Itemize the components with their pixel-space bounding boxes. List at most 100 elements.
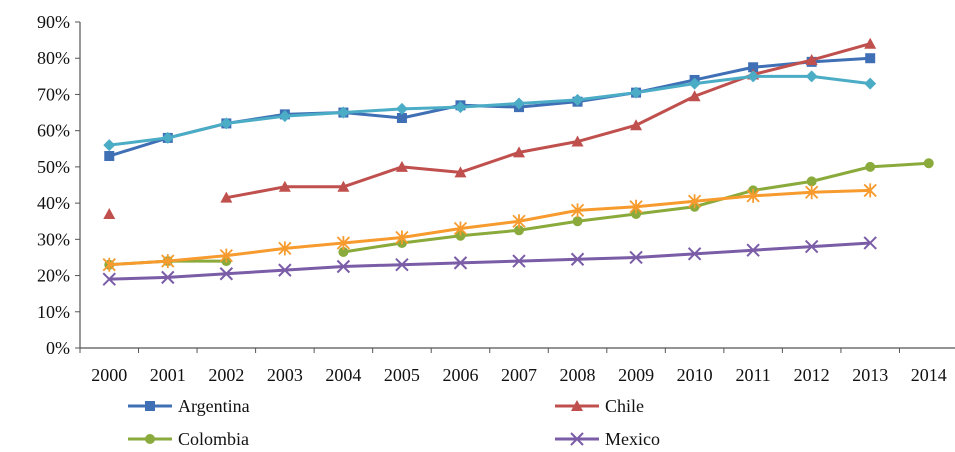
data-point <box>630 86 643 99</box>
legend-label: Chile <box>605 396 644 416</box>
data-point <box>278 263 292 277</box>
x-tick-label: 2011 <box>735 365 770 385</box>
series-line <box>109 74 871 147</box>
x-tick-label: 2005 <box>384 365 420 385</box>
data-point <box>687 194 702 209</box>
data-point <box>863 236 877 250</box>
data-point <box>746 188 760 203</box>
legend: Argentina Chile Colombia Mexico <box>128 396 660 449</box>
series-unlabeled-4 <box>102 183 877 272</box>
data-point <box>864 37 877 49</box>
y-tick-label: 20% <box>37 266 70 286</box>
data-point <box>571 93 584 106</box>
x-tick-label: 2003 <box>267 365 303 385</box>
x-tick-label: 2009 <box>618 365 654 385</box>
legend-marker <box>145 434 155 444</box>
data-point <box>161 270 175 285</box>
data-point <box>806 176 817 187</box>
legend-item-chile: Chile <box>555 396 644 416</box>
data-point <box>688 77 701 90</box>
legend-item-mexico: Mexico <box>555 429 660 449</box>
y-tick-label: 10% <box>37 302 70 322</box>
legend-item-colombia: Colombia <box>128 429 249 449</box>
series-argentina <box>104 53 876 162</box>
data-point <box>512 254 526 268</box>
y-tick-label: 0% <box>46 338 70 358</box>
data-point <box>629 250 643 265</box>
legend-label: Colombia <box>178 429 249 449</box>
data-point <box>395 257 409 272</box>
x-tick-label: 2004 <box>325 365 361 385</box>
data-point <box>396 112 407 123</box>
x-tick-label: 2010 <box>677 365 713 385</box>
data-point <box>395 160 408 172</box>
data-point <box>454 166 467 178</box>
data-point <box>514 225 524 236</box>
data-point <box>570 203 585 218</box>
data-point <box>687 247 702 261</box>
data-point <box>863 183 877 198</box>
data-point <box>103 139 116 152</box>
data-point <box>104 151 115 162</box>
legend-marker <box>570 432 584 446</box>
data-point <box>278 180 291 192</box>
series-line <box>226 42 871 200</box>
series-unlabeled-5 <box>103 70 877 152</box>
data-point <box>513 146 525 158</box>
y-tick-label: 50% <box>37 157 70 177</box>
data-point <box>395 230 409 245</box>
data-point <box>629 199 643 214</box>
data-point <box>454 101 467 114</box>
data-point <box>337 106 350 119</box>
data-point <box>864 77 877 90</box>
legend-item-argentina: Argentina <box>128 396 250 416</box>
data-point <box>688 90 701 102</box>
x-tick-label: 2014 <box>911 365 947 385</box>
plot-area <box>102 37 934 286</box>
series-line <box>109 241 871 281</box>
data-point <box>336 259 351 274</box>
legend-label: Argentina <box>178 396 250 416</box>
data-point <box>865 53 876 64</box>
x-tick-label: 2008 <box>560 365 596 385</box>
data-point <box>923 158 934 169</box>
data-point <box>804 239 819 254</box>
data-point <box>805 54 818 66</box>
y-tick-label: 90% <box>37 12 70 32</box>
legend-label: Mexico <box>605 429 660 449</box>
series-chile <box>103 37 877 219</box>
y-tick-label: 60% <box>37 121 70 141</box>
y-tick-label: 40% <box>37 193 70 213</box>
data-point <box>512 214 526 229</box>
data-point <box>219 248 233 263</box>
data-point <box>865 161 876 172</box>
legend-marker <box>145 401 155 411</box>
legend-marker <box>571 400 583 411</box>
data-point <box>278 241 292 256</box>
data-point <box>337 180 350 192</box>
data-point <box>746 243 760 257</box>
x-tick-label: 2006 <box>442 365 478 385</box>
series-mexico <box>102 236 877 286</box>
data-point <box>395 102 408 115</box>
y-axis: 0% 10% 20% 30% 40% 50% 60% 70% 80% 90% <box>37 12 81 358</box>
y-tick-label: 30% <box>37 229 70 249</box>
x-tick-label: 2000 <box>91 365 127 385</box>
data-point <box>453 256 468 270</box>
data-point <box>748 62 759 73</box>
data-point <box>338 247 349 258</box>
x-tick-label: 2007 <box>501 365 537 385</box>
data-point <box>103 207 116 219</box>
x-axis: 2000 2001 2002 2003 2004 2005 2006 2007 2008 2009… <box>79 347 955 385</box>
data-point <box>220 191 233 203</box>
series-line <box>109 188 871 267</box>
data-point <box>571 135 584 147</box>
data-point <box>513 97 525 110</box>
data-point <box>455 230 466 241</box>
x-tick-label: 2012 <box>794 365 830 385</box>
data-point <box>220 117 233 130</box>
x-tick-label: 2013 <box>852 365 888 385</box>
data-point <box>453 221 468 236</box>
y-tick-label: 80% <box>37 48 70 68</box>
